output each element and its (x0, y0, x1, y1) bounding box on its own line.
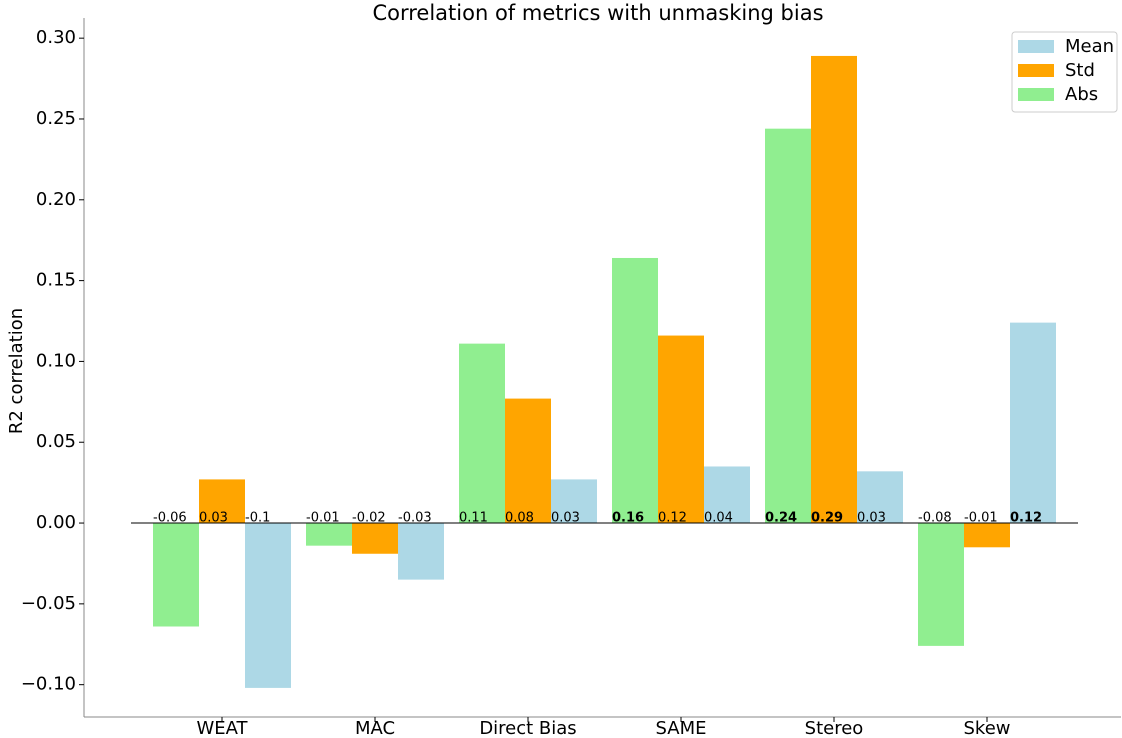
y-tick-label: 0.30 (36, 27, 76, 48)
bar (199, 479, 245, 524)
value-label: -0.08 (918, 511, 952, 526)
bar (153, 523, 199, 627)
y-tick-label: 0.20 (36, 189, 76, 210)
bar (857, 471, 903, 524)
value-label: -0.06 (153, 511, 187, 526)
x-tick-label: MAC (355, 718, 395, 738)
legend-label: Mean (1065, 36, 1114, 57)
value-label: -0.03 (398, 511, 432, 526)
legend-label: Std (1065, 60, 1095, 81)
y-tick-label: 0.15 (36, 270, 76, 291)
value-label: -0.01 (306, 511, 340, 526)
x-tick-label: Direct Bias (479, 718, 576, 738)
x-tick-label: WEAT (196, 718, 248, 738)
value-label: 0.08 (505, 511, 534, 526)
value-label: -0.1 (245, 511, 270, 526)
value-label: 0.04 (704, 511, 733, 526)
bar (505, 398, 551, 524)
bar (245, 523, 291, 688)
y-tick-label: 0.05 (36, 431, 76, 452)
y-tick-label: −0.10 (21, 674, 76, 695)
value-label: 0.12 (1010, 511, 1042, 526)
bar (306, 523, 352, 546)
bar (811, 55, 857, 524)
bar (612, 257, 658, 524)
bar (658, 335, 704, 524)
bar (459, 343, 505, 524)
legend-swatch (1018, 64, 1054, 77)
chart-title: Correlation of metrics with unmasking bi… (372, 1, 823, 25)
value-label: 0.11 (459, 511, 488, 526)
bar (704, 466, 750, 524)
bar (765, 128, 811, 524)
y-tick-label: −0.05 (21, 593, 76, 614)
legend-swatch (1018, 88, 1054, 101)
bar (1010, 322, 1056, 524)
value-label: 0.16 (612, 511, 644, 526)
bar (551, 479, 597, 524)
legend-swatch (1018, 40, 1054, 53)
bar (964, 523, 1010, 548)
value-label: 0.03 (551, 511, 580, 526)
y-tick-label: 0.25 (36, 108, 76, 129)
value-label: -0.01 (964, 511, 998, 526)
x-tick-label: SAME (656, 718, 707, 738)
x-tick-label: Stereo (805, 718, 864, 738)
bar (352, 523, 398, 554)
value-label: 0.12 (658, 511, 687, 526)
value-label: 0.03 (199, 511, 228, 526)
value-label: 0.03 (857, 511, 886, 526)
legend-label: Abs (1065, 84, 1098, 105)
value-label: -0.02 (352, 511, 386, 526)
x-tick-label: Skew (963, 718, 1010, 738)
value-label: 0.24 (765, 511, 797, 526)
y-tick-label: 0.00 (36, 512, 76, 533)
bar (918, 523, 964, 646)
bar (398, 523, 444, 580)
value-label: 0.29 (811, 511, 843, 526)
y-tick-label: 0.10 (36, 350, 76, 371)
y-axis-label: R2 correlation (6, 308, 27, 434)
